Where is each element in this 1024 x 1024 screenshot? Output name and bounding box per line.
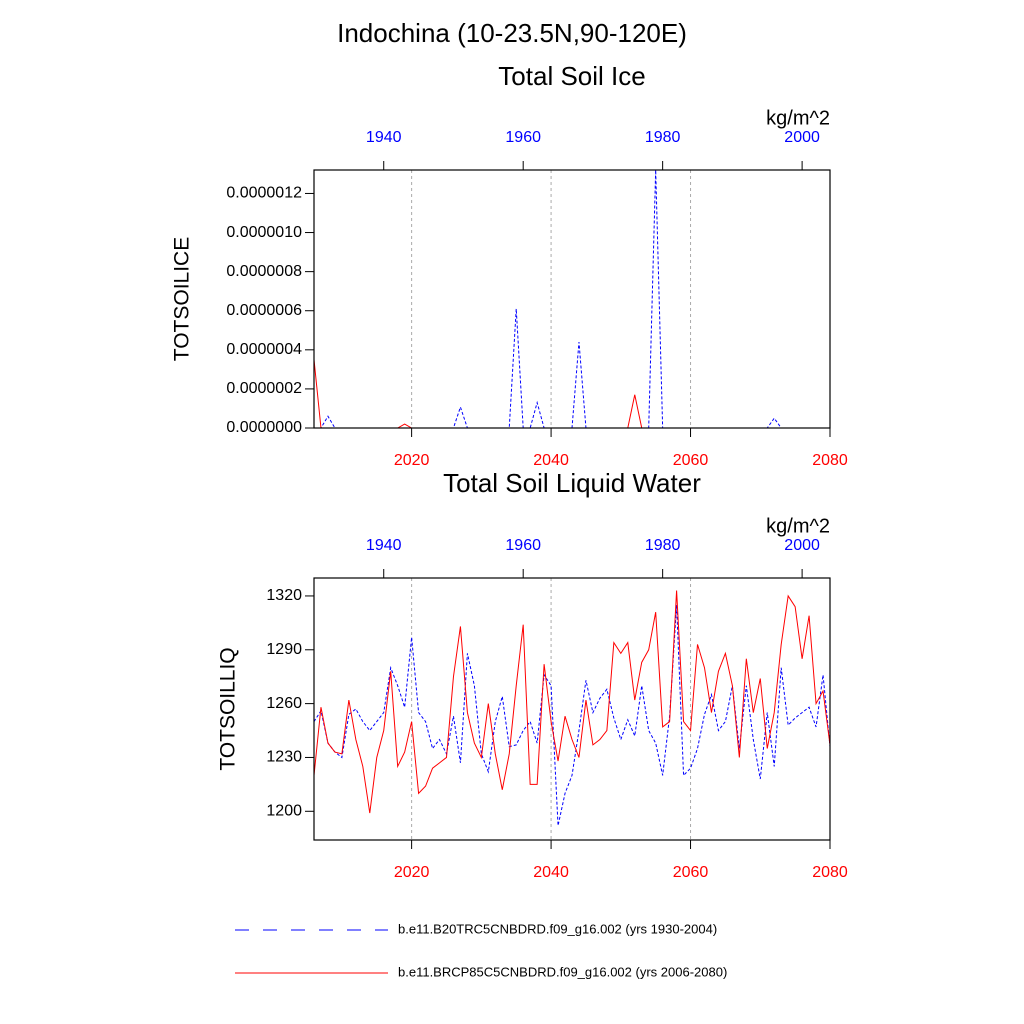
y-tick-label: 0.0000008 bbox=[226, 263, 302, 280]
data-line bbox=[313, 604, 831, 826]
y-tick-label: 1320 bbox=[266, 587, 302, 604]
x2-tick-label: 1980 bbox=[645, 129, 681, 146]
y-tick-label: 0.0000012 bbox=[226, 185, 302, 202]
y-tick-label: 0.0000000 bbox=[226, 419, 302, 436]
x-tick-label: 2060 bbox=[673, 452, 709, 469]
y-tick-label: 1230 bbox=[266, 749, 302, 766]
x2-tick-label: 1980 bbox=[645, 537, 681, 554]
x2-tick-label: 1940 bbox=[366, 129, 402, 146]
y-axis-label: TOTSOILICE bbox=[171, 237, 194, 361]
y-tick-label: 0.0000006 bbox=[226, 302, 302, 319]
x2-tick-label: 2000 bbox=[784, 537, 820, 554]
chart-title: Total Soil Liquid Water bbox=[443, 468, 701, 498]
x-tick-label: 2040 bbox=[533, 452, 569, 469]
y-tick-label: 0.0000004 bbox=[226, 341, 302, 358]
x2-tick-label: 2000 bbox=[784, 129, 820, 146]
x2-tick-label: 1960 bbox=[505, 537, 541, 554]
x2-tick-label: 1940 bbox=[366, 537, 402, 554]
x-tick-label: 2020 bbox=[394, 452, 430, 469]
chart-title: Total Soil Ice bbox=[498, 61, 645, 91]
page-title: Indochina (10-23.5N,90-120E) bbox=[337, 18, 687, 48]
x-tick-label: 2080 bbox=[812, 864, 848, 881]
y-tick-label: 1260 bbox=[266, 695, 302, 712]
x-tick-label: 2060 bbox=[673, 864, 709, 881]
y-tick-label: 1200 bbox=[266, 803, 302, 820]
units-label: kg/m^2 bbox=[766, 515, 830, 537]
x-tick-label: 2080 bbox=[812, 452, 848, 469]
legend-label: b.e11.B20TRC5CNBDRD.f09_g16.002 (yrs 193… bbox=[398, 921, 717, 936]
y-tick-label: 1290 bbox=[266, 641, 302, 658]
units-label: kg/m^2 bbox=[766, 107, 830, 129]
x-tick-label: 2020 bbox=[394, 864, 430, 881]
plot-frame bbox=[313, 577, 831, 841]
x2-tick-label: 1960 bbox=[505, 129, 541, 146]
y-axis-label: TOTSOILLIQ bbox=[217, 647, 240, 770]
plot-frame bbox=[313, 169, 831, 429]
y-tick-label: 0.0000002 bbox=[226, 380, 302, 397]
legend-label: b.e11.BRCP85C5CNBDRD.f09_g16.002 (yrs 20… bbox=[398, 964, 727, 979]
y-tick-label: 0.0000010 bbox=[226, 224, 302, 241]
x-tick-label: 2040 bbox=[533, 864, 569, 881]
data-line bbox=[313, 590, 831, 814]
